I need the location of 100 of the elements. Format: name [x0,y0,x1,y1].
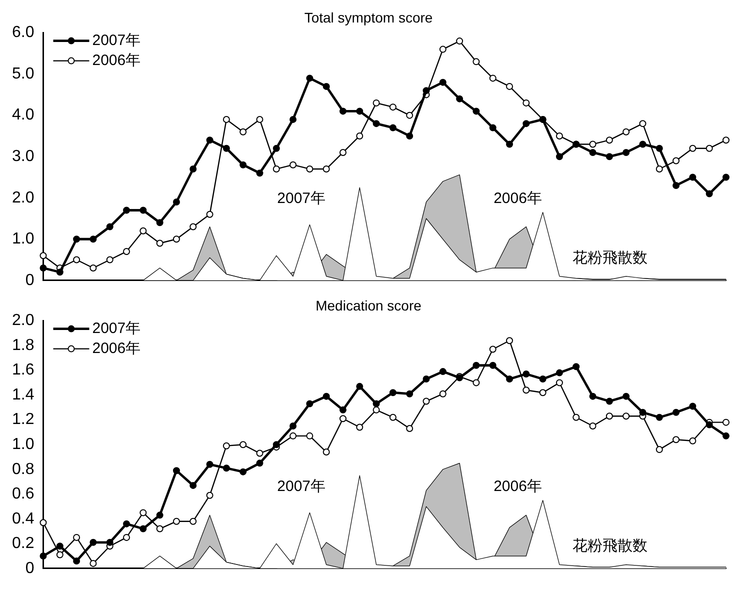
point [506,82,514,90]
point [73,534,80,541]
point [556,132,563,140]
point [256,170,264,177]
point [656,165,663,172]
point [240,468,247,476]
point [356,382,364,390]
point [90,236,97,243]
point [290,432,297,440]
point [56,542,64,550]
point [706,144,713,152]
point [140,206,147,214]
point [556,153,563,160]
point [256,450,264,457]
point [156,525,164,532]
point [40,264,47,272]
chart-title: Medication score [316,297,422,314]
point [156,219,164,226]
annotation: 2006年 [494,478,542,495]
point [689,144,696,152]
point [439,368,446,376]
y-tick-label: 2.0 [12,312,34,330]
point [672,436,680,444]
point [322,82,330,90]
point [322,165,330,172]
point [406,425,414,432]
y-tick-label: 5.0 [12,65,34,82]
annotation: 2007年 [277,190,326,207]
point [422,398,430,405]
point [406,132,414,140]
point [240,128,247,136]
y-tick-label: 2.0 [12,189,34,206]
point [272,441,280,448]
point [689,174,696,181]
point [56,551,64,558]
point [606,398,613,405]
point [156,240,164,247]
point [622,392,630,400]
point [522,370,530,378]
point [439,46,446,53]
point [439,78,446,86]
point [356,132,364,140]
point [73,256,80,264]
point [222,116,230,123]
point [439,390,446,398]
annotation: 2006年 [494,190,542,207]
y-tick-label: 0.8 [12,460,34,478]
point [140,525,147,532]
point [672,408,680,416]
point [206,460,214,468]
point [123,534,130,541]
point [106,256,114,264]
y-tick-label: 1.4 [12,386,34,404]
point [123,206,130,214]
point [372,99,380,106]
point [589,148,596,156]
point [656,144,663,152]
point [589,422,596,430]
point [639,140,646,148]
y-tick-label: 3.0 [12,148,34,166]
point [90,538,97,546]
point [489,124,496,132]
annotation: 花粉飛散数 [572,249,648,266]
point [456,95,464,102]
point [106,223,114,230]
point [123,520,130,528]
point [456,38,464,45]
point [339,406,346,414]
point [572,363,580,370]
point [539,389,546,396]
point [322,448,330,456]
point [389,124,396,132]
y-tick-label: 0 [25,272,34,289]
point [40,519,47,526]
point [522,120,530,128]
point [306,74,314,82]
point [190,223,197,230]
point [656,414,663,421]
point [140,227,147,234]
y-tick-label: 1.2 [12,411,34,428]
point [306,165,314,172]
point [722,432,730,440]
point [672,182,680,189]
point [322,392,330,400]
point [539,375,546,382]
point [389,389,396,396]
point [639,408,646,416]
point [589,140,596,148]
point [606,136,613,144]
point [722,136,730,144]
point [656,446,663,454]
point [56,268,64,276]
point [156,512,164,519]
legend-label: 2007年 [92,320,141,337]
point [339,148,346,156]
point [472,362,480,369]
point [572,414,580,421]
legend-label: 2007年 [92,32,141,49]
point [489,362,496,369]
point [256,116,264,123]
